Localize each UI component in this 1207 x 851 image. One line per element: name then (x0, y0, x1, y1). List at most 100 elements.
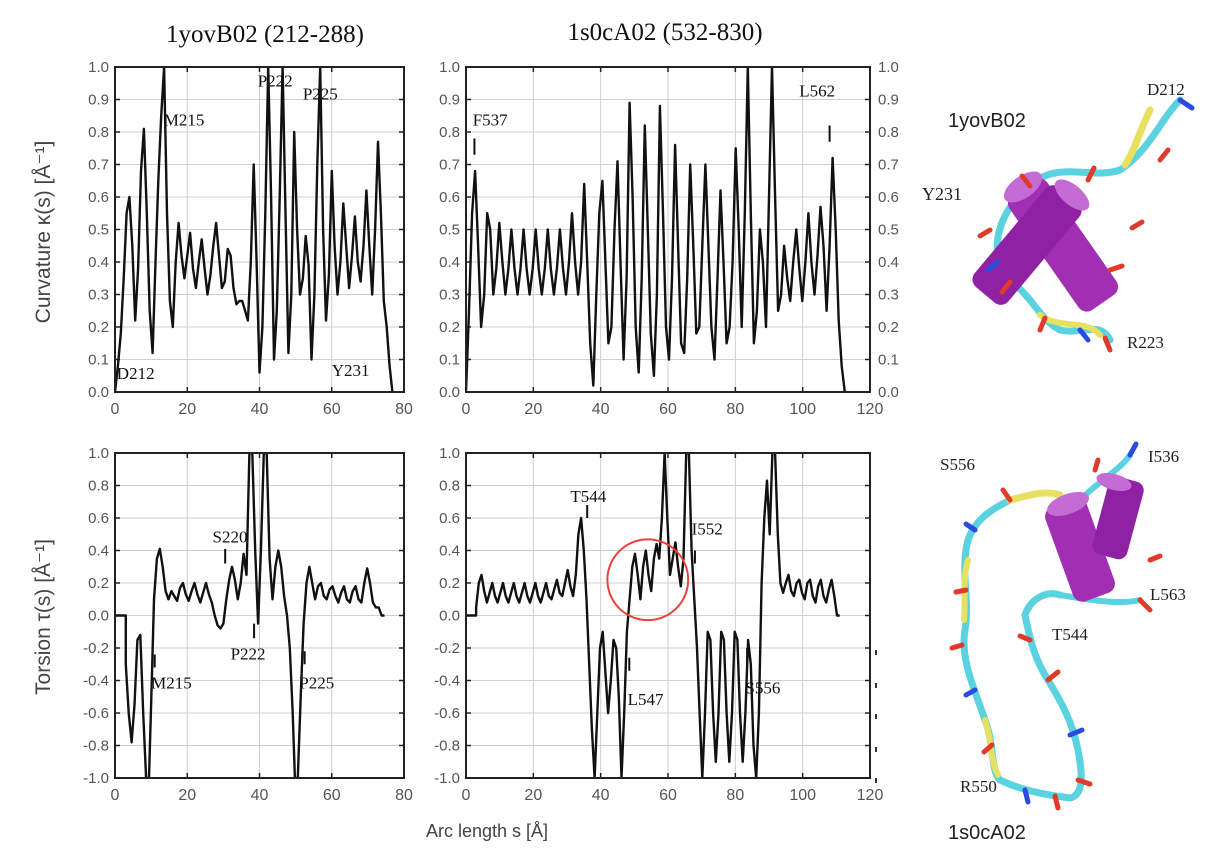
x-tick-label: 120 (857, 401, 884, 418)
atom-sticks (977, 97, 1195, 353)
x-tick-label: 80 (726, 401, 744, 418)
y-tick-label: 0.8 (88, 124, 109, 141)
x-tick-label: 20 (524, 787, 542, 804)
y-tick-label: 0.7 (878, 157, 899, 174)
y-tick-label: 0.6 (88, 189, 109, 206)
x-tick-label: 40 (592, 401, 610, 418)
y-tick-label: 0.7 (88, 157, 109, 174)
y-tick-label: 0.1 (439, 352, 460, 369)
y-tick-label: -0.2 (434, 640, 460, 657)
y-tick-label: 0.8 (439, 124, 460, 141)
y-tick-label: 0.0 (88, 608, 109, 625)
y-tick-label: 0.0 (878, 384, 899, 401)
helix-icon (1045, 472, 1144, 602)
series-line (115, 453, 385, 778)
structure-1yovB02: 1yovB02 D212 Y231 R223 (922, 80, 1195, 353)
y-tick-label: 0.6 (878, 189, 899, 206)
y-tick-label: -1.0 (83, 770, 109, 787)
y-tick-label: 0.7 (439, 157, 460, 174)
y-tick-label: 0.3 (878, 287, 899, 304)
y-tick-label: 0.4 (439, 543, 460, 560)
annotation-label: M215 (151, 674, 192, 693)
y-tick-label: 1.0 (88, 59, 109, 76)
plot-curvature-1s0cA02: 0.0 0.1 0.2 0.3 0.4 0.5 0.6 0.7 0.8 0.9 1.0 0.0 0.1 0… (439, 59, 899, 418)
structure-label-Y231: Y231 (922, 184, 962, 204)
x-tick-label: 60 (659, 787, 677, 804)
coil-yellow (982, 717, 1001, 778)
annotation-label: Y231 (332, 361, 370, 380)
x-tick-label: 60 (323, 401, 341, 418)
plot-frame (465, 452, 871, 779)
y-tick-label: -0.2 (83, 640, 109, 657)
y-tick-label: 0.1 (88, 352, 109, 369)
y-tick-label: 0.8 (88, 478, 109, 495)
y-tick-label: 0.2 (88, 319, 109, 336)
x-tick-label: 80 (395, 787, 413, 804)
structure-label-T544: T544 (1052, 625, 1088, 644)
plot-torsion-1yovB02: -1.0 -0.8 -0.6 -0.4 -0.2 0.0 0.2 0.4 0.6 0.8 1.0 0 2… (83, 445, 413, 804)
y-tick-label: 1.0 (878, 59, 899, 76)
ylabel-curvature: Curvature κ(s) [Å⁻¹] (32, 141, 55, 324)
x-tick-label: 60 (659, 401, 677, 418)
y-tick-label: 1.0 (439, 59, 460, 76)
plot-torsion-1s0cA02: -1.0 -0.8 -0.6 -0.4 -0.2 0.0 0.2 0.4 0.6 0.8 1.0 0 2… (434, 445, 883, 804)
annotation-label: L547 (628, 690, 664, 709)
y-tick-label: 1.0 (88, 445, 109, 462)
x-tick-label: 40 (251, 401, 269, 418)
plot-frame (114, 66, 405, 393)
ylabel-torsion: Torsion τ(s) [Å⁻¹] (32, 539, 55, 695)
y-tick-label: 0.9 (878, 92, 899, 109)
x-tick-label: 100 (789, 401, 816, 418)
y-tick-label: 0.5 (88, 222, 109, 239)
series-line (115, 67, 394, 392)
structure-label-S556: S556 (940, 455, 975, 474)
series-line (466, 453, 840, 778)
y-tick-label: 0.6 (88, 510, 109, 527)
x-tick-label: 40 (592, 787, 610, 804)
structure-name-1s0cA02: 1s0cA02 (948, 822, 1026, 844)
x-tick-label: 0 (462, 401, 471, 418)
y-tick-label: 0.3 (88, 287, 109, 304)
y-tick-label: -0.4 (83, 673, 109, 690)
y-tick-label: 0.2 (439, 319, 460, 336)
x-tick-label: 40 (251, 787, 269, 804)
annotation-label: I552 (692, 519, 723, 538)
y-tick-label: -1.0 (434, 770, 460, 787)
structure-1s0cA02: 1s0cA02 S556 I536 L563 T544 R550 (940, 441, 1186, 844)
structure-name-1yovB02: 1yovB02 (948, 110, 1026, 132)
y-tick-label: -0.8 (434, 738, 460, 755)
x-tick-label: 100 (789, 787, 816, 804)
y-tick-label: 0.2 (88, 575, 109, 592)
y-tick-label: 0.5 (439, 222, 460, 239)
plot-frame (465, 66, 871, 393)
x-tick-label: 20 (178, 401, 196, 418)
y-tick-label: 0.6 (439, 510, 460, 527)
annotation-label: T544 (570, 487, 606, 506)
structure-label-L563: L563 (1150, 585, 1186, 604)
y-tick-label: 0.0 (439, 384, 460, 401)
structure-label-R550: R550 (960, 777, 997, 796)
y-tick-label: -0.4 (434, 673, 460, 690)
y-tick-label: 0.6 (439, 189, 460, 206)
xlabel: Arc length s [Å] (426, 821, 548, 841)
x-tick-label: 60 (323, 787, 341, 804)
x-tick-label: 80 (726, 787, 744, 804)
x-tick-label: 0 (111, 401, 120, 418)
y-tick-label: 0.3 (439, 287, 460, 304)
y-tick-label: 0.0 (88, 384, 109, 401)
y-tick-label: 0.1 (878, 352, 899, 369)
y-tick-label: -0.6 (434, 705, 460, 722)
title-left: 1yovB02 (212-288) (166, 21, 364, 48)
annotation-label: M215 (164, 111, 205, 130)
highlight-circle (606, 538, 690, 622)
x-tick-label: 20 (178, 787, 196, 804)
series-line (466, 67, 846, 392)
helix-icon (972, 171, 1119, 312)
coil-yellow (1006, 489, 1064, 504)
plot-curvature-1yovB02: 0.0 0.1 0.2 0.3 0.4 0.5 0.6 0.7 0.8 0.9 1.0 0 20 40 60… (88, 59, 413, 418)
annotation-label: P225 (303, 85, 338, 104)
y-tick-label: 0.8 (878, 124, 899, 141)
annotation-label: S220 (213, 527, 248, 546)
y-tick-label: 0.2 (878, 319, 899, 336)
y-tick-label: 0.0 (439, 608, 460, 625)
